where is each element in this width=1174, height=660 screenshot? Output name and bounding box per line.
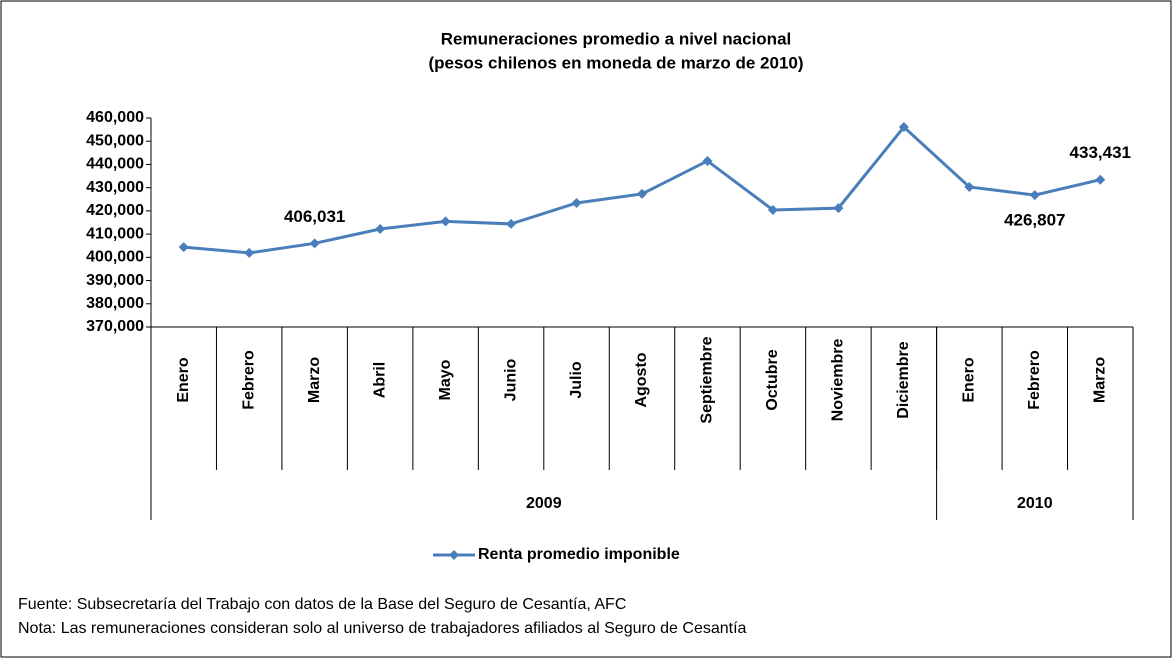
x-tick-label: Abril — [371, 362, 388, 398]
y-tick-label: 370,000 — [86, 318, 144, 335]
legend-label: Renta promedio imponible — [478, 546, 680, 563]
point-marker — [833, 203, 844, 214]
point-marker — [637, 188, 647, 199]
group-label: 2010 — [1017, 495, 1053, 512]
point-marker — [244, 247, 255, 258]
x-tick-label: Noviembre — [830, 339, 847, 422]
y-tick-label: 380,000 — [86, 295, 144, 312]
y-tick-label: 390,000 — [86, 272, 144, 289]
source-note: Fuente: Subsecretaría del Trabajo con da… — [18, 596, 626, 613]
point-marker — [178, 242, 189, 253]
y-tick-label: 450,000 — [86, 132, 144, 149]
legend-marker — [449, 550, 459, 560]
point-marker — [440, 216, 451, 227]
y-tick-label: 430,000 — [86, 179, 144, 196]
x-tick-label: Mayo — [437, 359, 454, 400]
x-tick-label: Julio — [568, 361, 585, 399]
point-marker — [898, 122, 909, 133]
point-marker — [1029, 190, 1040, 201]
x-tick-label: Septiembre — [699, 336, 716, 423]
x-tick-label: Junio — [502, 358, 519, 401]
point-marker — [506, 218, 517, 229]
data-label: 426,807 — [1004, 211, 1065, 230]
note: Nota: Las remuneraciones consideran solo… — [18, 620, 747, 637]
y-tick-label: 420,000 — [86, 202, 144, 219]
point-marker — [767, 204, 778, 215]
chart-subtitle: (pesos chilenos en moneda de marzo de 20… — [428, 53, 803, 72]
data-label: 406,031 — [284, 207, 345, 226]
x-tick-label: Febrero — [1026, 350, 1043, 410]
point-marker — [309, 238, 320, 249]
point-marker — [702, 155, 713, 166]
point-marker — [1095, 174, 1106, 185]
group-label: 2009 — [526, 495, 562, 512]
y-tick-label: 410,000 — [86, 225, 144, 242]
x-tick-label: Febrero — [240, 350, 257, 410]
point-marker — [375, 224, 386, 235]
x-tick-label: Agosto — [633, 352, 650, 407]
data-label: 433,431 — [1070, 143, 1131, 162]
y-tick-label: 400,000 — [86, 249, 144, 266]
y-tick-label: 440,000 — [86, 156, 144, 173]
x-tick-label: Marzo — [306, 357, 323, 403]
x-tick-label: Diciembre — [895, 341, 912, 418]
x-tick-label: Marzo — [1091, 357, 1108, 403]
x-tick-label: Enero — [961, 357, 978, 403]
chart-title: Remuneraciones promedio a nivel nacional — [441, 29, 792, 48]
point-marker — [571, 197, 582, 208]
point-marker — [964, 181, 975, 192]
x-tick-label: Octubre — [764, 349, 781, 410]
x-tick-label: Enero — [175, 357, 192, 403]
y-tick-label: 460,000 — [86, 109, 144, 126]
